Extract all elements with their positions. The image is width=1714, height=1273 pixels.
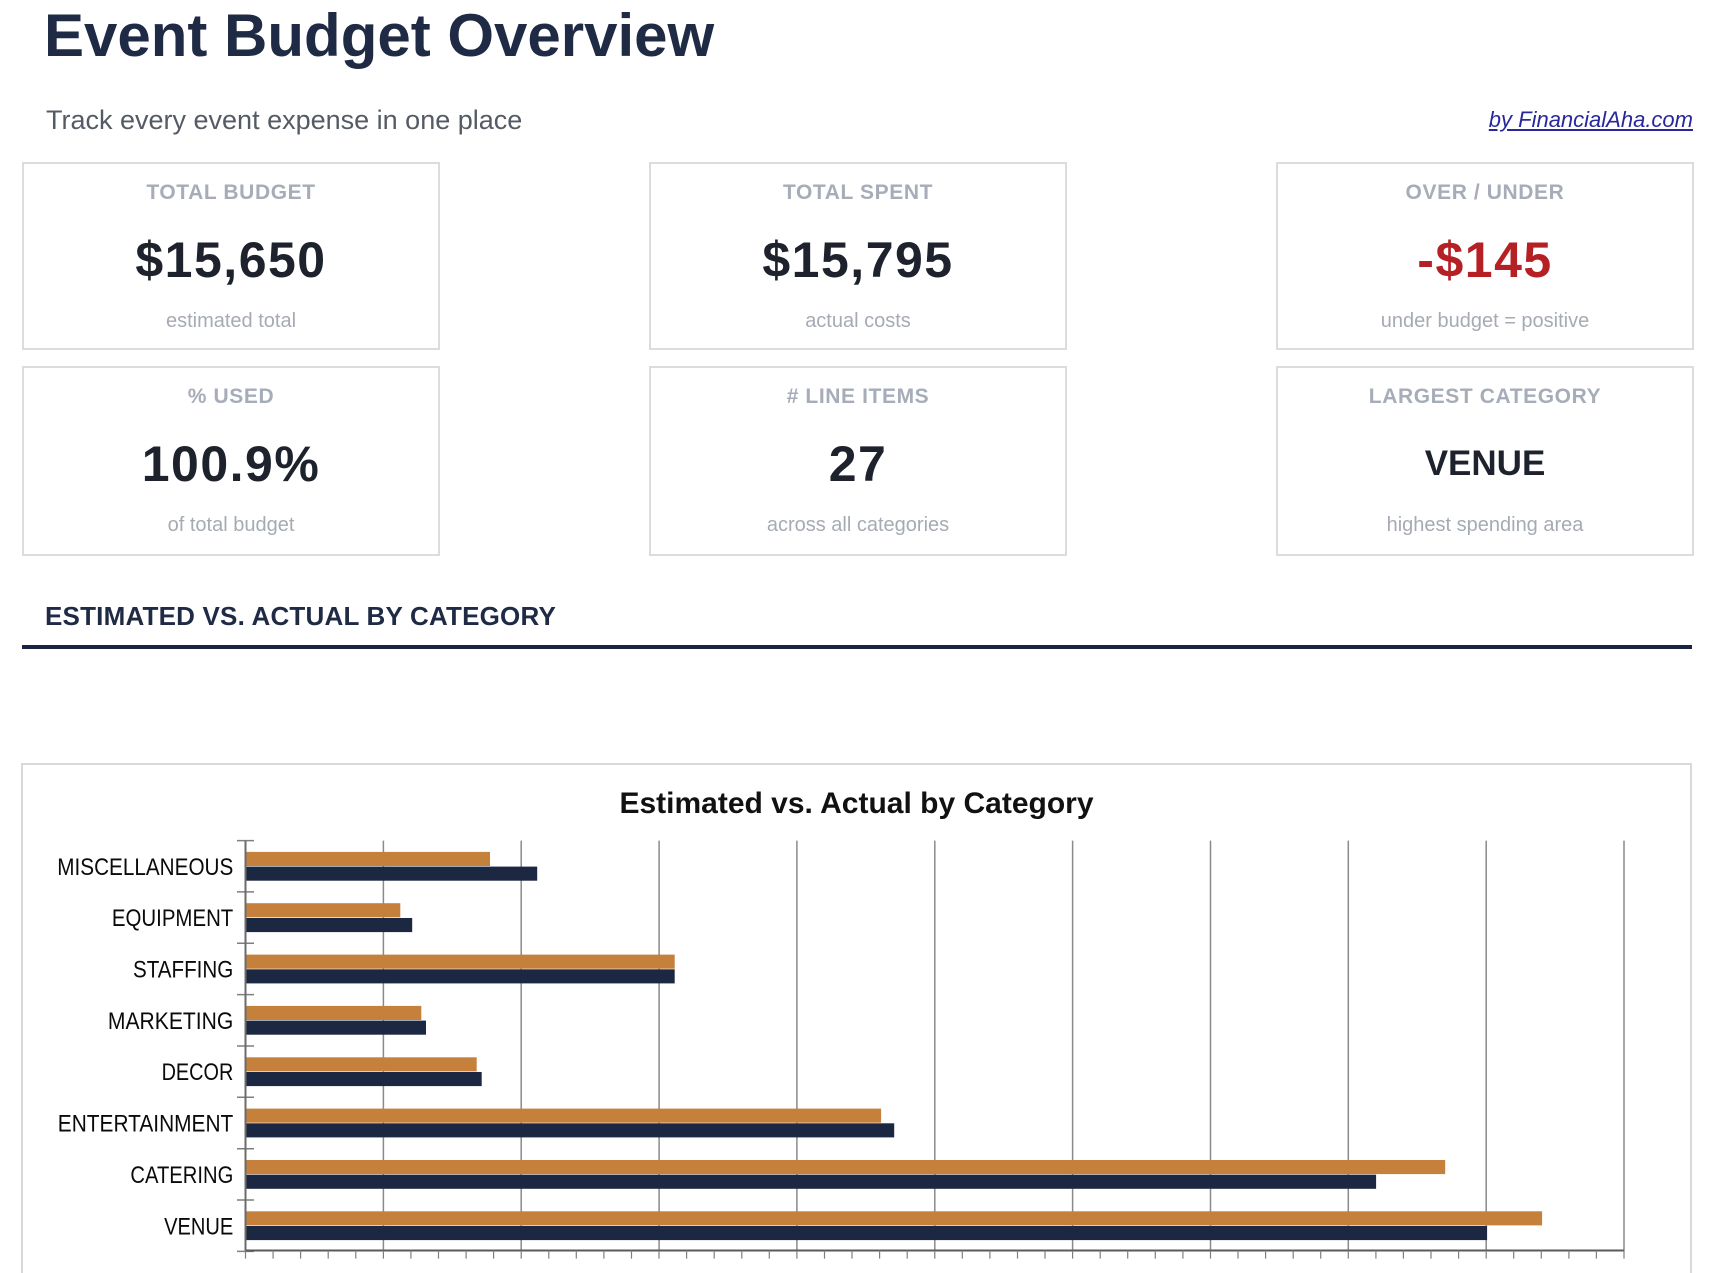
svg-text:VENUE: VENUE [164,1213,233,1240]
svg-text:DECOR: DECOR [162,1059,234,1086]
svg-text:ENTERTAINMENT: ENTERTAINMENT [58,1111,234,1138]
svg-text:MISCELLANEOUS: MISCELLANEOUS [57,854,233,881]
svg-text:STAFFING: STAFFING [133,957,233,984]
svg-text:EQUIPMENT: EQUIPMENT [112,905,234,932]
svg-text:MARKETING: MARKETING [108,1008,233,1035]
svg-text:CATERING: CATERING [130,1162,233,1189]
